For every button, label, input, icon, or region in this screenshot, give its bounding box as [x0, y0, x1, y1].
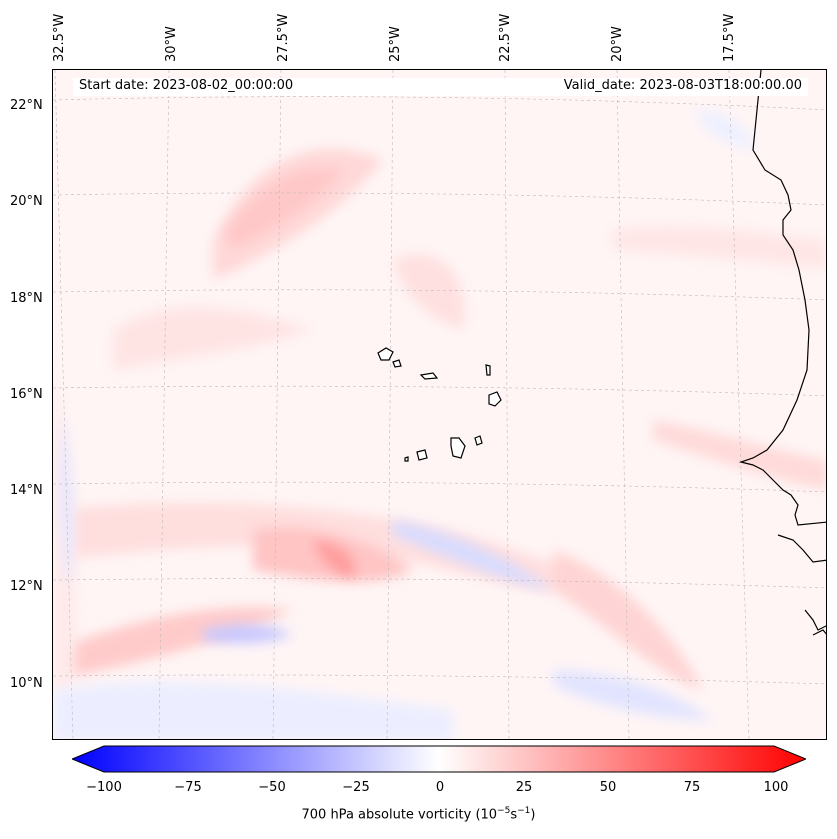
lon-label-22-5w: 22.5°W: [498, 13, 513, 62]
cb-tick-25: 25: [515, 780, 533, 795]
lat-label-22n: 22°N: [10, 98, 43, 113]
lon-label-32-5w: 32.5°W: [52, 13, 67, 62]
colorbar-label: 700 hPa absolute vorticity (10−5s−1): [0, 806, 837, 822]
cb-tick-75: 75: [683, 780, 701, 795]
colorbar-label-suffix: ): [530, 807, 536, 823]
colorbar-label-exp2: −1: [517, 806, 531, 816]
valid-date: Valid_date: 2023-08-03T18:00:00.00: [563, 78, 802, 93]
coastline: [738, 70, 826, 636]
lat-label-18n: 18°N: [10, 291, 43, 306]
colorbar: [72, 745, 806, 773]
lon-label-20w: 20°W: [610, 26, 625, 62]
cb-tick-neg50: −50: [258, 780, 286, 795]
colorbar-label-exp1: −5: [497, 806, 511, 816]
lon-label-25w: 25°W: [388, 26, 403, 62]
lon-label-30w: 30°W: [164, 26, 179, 62]
cape-verde-islands: [377, 347, 502, 462]
lon-label-17-5w: 17.5°W: [722, 13, 737, 62]
colorbar-label-prefix: 700 hPa absolute vorticity (10: [301, 807, 498, 823]
lat-label-14n: 14°N: [10, 483, 43, 498]
lat-label-20n: 20°N: [10, 194, 43, 209]
lat-label-12n: 12°N: [10, 579, 43, 594]
vorticity-map: [52, 69, 827, 740]
cb-tick-0: 0: [435, 780, 445, 795]
lon-label-27-5w: 27.5°W: [276, 13, 291, 62]
lat-label-16n: 16°N: [10, 387, 43, 402]
cb-tick-neg75: −75: [174, 780, 202, 795]
vorticity-field: [53, 70, 826, 739]
cb-tick-50: 50: [599, 780, 617, 795]
cb-tick-neg100: −100: [86, 780, 122, 795]
lat-label-10n: 10°N: [10, 676, 43, 691]
graticule: [53, 70, 826, 739]
start-date: Start date: 2023-08-02_00:00:00: [79, 78, 294, 93]
cb-tick-neg25: −25: [342, 780, 370, 795]
cb-tick-100: 100: [763, 780, 789, 795]
colorbar-bar: [72, 745, 806, 773]
colorbar-label-mid: s: [510, 807, 518, 823]
date-bar: Start date: 2023-08-02_00:00:00 Valid_da…: [73, 78, 808, 96]
